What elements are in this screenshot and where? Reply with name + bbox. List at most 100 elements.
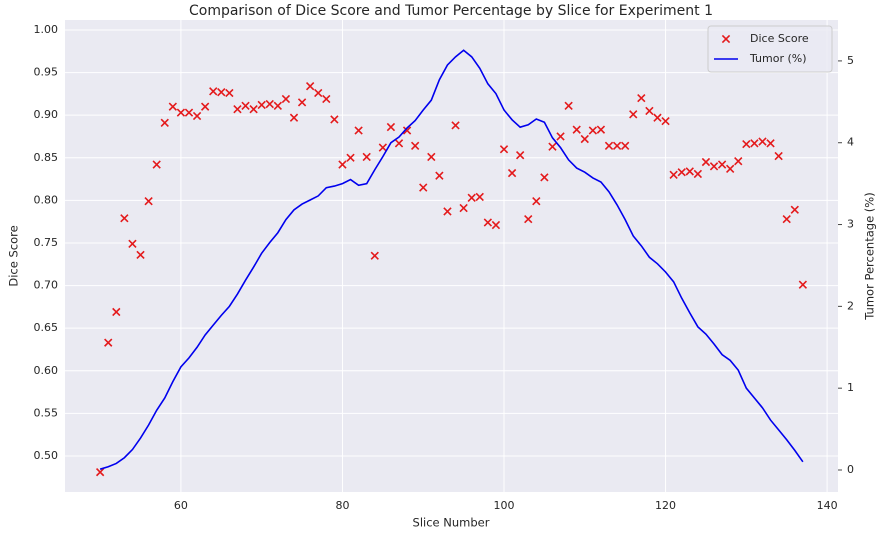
marker bbox=[726, 164, 735, 174]
legend: Dice Score Tumor (%) bbox=[707, 25, 833, 73]
marker bbox=[281, 94, 291, 104]
marker bbox=[354, 126, 363, 135]
marker bbox=[677, 168, 686, 177]
marker bbox=[128, 239, 137, 248]
marker bbox=[524, 214, 533, 224]
y-tick-label: 0.85 bbox=[34, 151, 59, 164]
marker bbox=[734, 157, 743, 166]
marker bbox=[766, 139, 775, 148]
marker bbox=[338, 160, 347, 169]
x-tick-label: 100 bbox=[494, 499, 515, 512]
y2-tick-label: 1 bbox=[847, 381, 854, 394]
marker bbox=[693, 169, 703, 179]
marker bbox=[629, 110, 638, 119]
y2-tick-label: 5 bbox=[847, 54, 854, 67]
marker bbox=[467, 193, 476, 202]
marker bbox=[419, 183, 428, 192]
marker bbox=[257, 100, 266, 110]
marker bbox=[612, 141, 622, 151]
y2-tick-label: 0 bbox=[847, 463, 854, 476]
marker bbox=[515, 151, 525, 160]
marker bbox=[758, 137, 767, 146]
marker bbox=[95, 467, 105, 477]
marker bbox=[249, 105, 258, 114]
marker bbox=[120, 214, 129, 223]
y-tick-label: 0.80 bbox=[34, 193, 59, 206]
marker bbox=[588, 126, 598, 135]
x-tick-label: 140 bbox=[817, 499, 838, 512]
marker bbox=[604, 141, 614, 151]
marker bbox=[435, 171, 444, 180]
marker bbox=[709, 162, 719, 171]
marker bbox=[701, 157, 711, 167]
marker bbox=[491, 220, 501, 230]
marker bbox=[774, 151, 783, 161]
marker bbox=[217, 87, 226, 97]
marker bbox=[168, 102, 177, 111]
line bbox=[99, 49, 804, 470]
marker bbox=[273, 101, 283, 110]
marker bbox=[653, 113, 662, 122]
y-tick-label: 0.70 bbox=[34, 279, 59, 292]
marker bbox=[200, 102, 210, 111]
y-tick-label: 0.55 bbox=[34, 406, 59, 419]
y-tick-label: 0.75 bbox=[34, 236, 59, 249]
marker bbox=[459, 203, 468, 213]
marker bbox=[451, 121, 460, 130]
marker bbox=[427, 152, 436, 162]
marker bbox=[192, 111, 202, 121]
marker bbox=[314, 88, 323, 98]
y-tick-label: 0.50 bbox=[34, 449, 59, 462]
marker bbox=[386, 122, 396, 132]
y-tick-label: 0.65 bbox=[34, 321, 59, 334]
marker bbox=[297, 98, 307, 107]
marker bbox=[152, 160, 161, 169]
y-tick-label: 0.95 bbox=[34, 66, 59, 79]
y2-axis-label: Tumor Percentage (%) bbox=[863, 192, 877, 320]
marker bbox=[346, 153, 355, 162]
marker bbox=[572, 125, 581, 134]
marker bbox=[685, 167, 694, 176]
x-tick-label: 120 bbox=[655, 499, 676, 512]
x-axis-label: Slice Number bbox=[413, 516, 490, 530]
marker bbox=[144, 197, 153, 206]
marker bbox=[483, 218, 493, 227]
marker bbox=[322, 94, 331, 104]
marker bbox=[798, 280, 808, 289]
legend-marker bbox=[721, 34, 731, 44]
y2-tick-label: 3 bbox=[847, 218, 854, 231]
x-tick-label: 80 bbox=[335, 499, 349, 512]
y2-tick-label: 4 bbox=[847, 136, 854, 149]
y-axis-label: Dice Score bbox=[7, 225, 21, 286]
marker bbox=[548, 142, 557, 151]
marker bbox=[645, 106, 654, 116]
marker bbox=[580, 134, 589, 144]
marker bbox=[136, 250, 145, 260]
marker bbox=[742, 139, 751, 149]
marker bbox=[637, 93, 646, 103]
legend-label: Dice Score bbox=[750, 32, 809, 45]
marker bbox=[782, 214, 791, 224]
marker bbox=[209, 87, 218, 96]
marker bbox=[370, 251, 379, 260]
legend-box bbox=[707, 25, 833, 73]
marker bbox=[265, 99, 274, 109]
legend-label: Tumor (%) bbox=[749, 52, 807, 65]
marker bbox=[378, 143, 388, 152]
marker bbox=[289, 113, 299, 122]
marker bbox=[790, 205, 799, 214]
marker bbox=[443, 207, 452, 216]
marker bbox=[184, 108, 194, 117]
marker bbox=[596, 125, 606, 134]
marker bbox=[499, 145, 509, 154]
y-tick-label: 0.60 bbox=[34, 364, 59, 377]
marker bbox=[112, 307, 121, 317]
marker bbox=[233, 105, 242, 114]
marker bbox=[750, 139, 759, 148]
marker bbox=[661, 116, 670, 126]
marker bbox=[176, 108, 186, 117]
marker bbox=[394, 139, 404, 148]
marker bbox=[402, 126, 412, 135]
y-tick-label: 0.90 bbox=[34, 108, 59, 121]
